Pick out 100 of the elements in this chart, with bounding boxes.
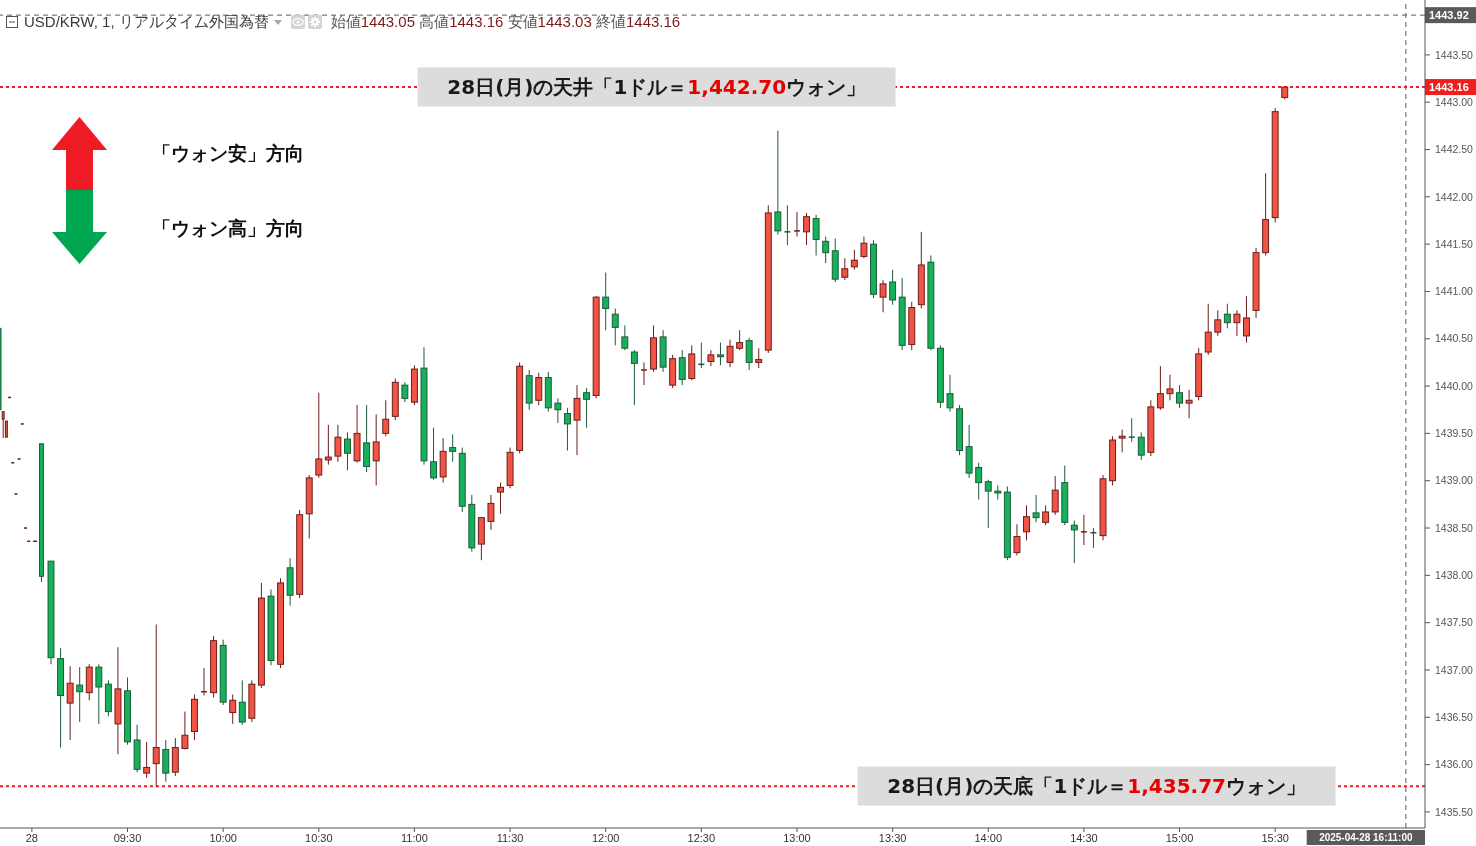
x-tick-label: 13:00 — [783, 831, 811, 844]
x-tick-label: 15:30 — [1261, 831, 1289, 844]
candlestick — [1233, 309, 1241, 337]
candlestick — [1042, 504, 1050, 526]
candlestick — [315, 392, 323, 479]
candlestick — [1243, 295, 1250, 344]
candlestick — [563, 407, 571, 451]
candlestick — [1080, 514, 1088, 546]
x-tick-label: 10:30 — [305, 831, 333, 844]
candlestick — [879, 279, 887, 313]
candlestick — [783, 204, 792, 246]
annotation: 28日(月)の天底「1ドル＝1,435.77ウォン」 — [887, 773, 1307, 798]
candlestick — [583, 387, 591, 429]
y-tick-label: 1441.00 — [1435, 285, 1474, 298]
candlestick — [678, 349, 686, 386]
y-tick-label: 1437.00 — [1435, 663, 1474, 676]
candlestick — [334, 424, 342, 463]
candlestick — [1137, 431, 1145, 461]
candlestick — [812, 214, 820, 256]
y-tick-label: 1443.50 — [1435, 48, 1474, 61]
candlestick — [717, 342, 724, 366]
candlestick — [573, 384, 581, 456]
x-tick-label: 11:30 — [496, 831, 524, 844]
candlestick — [774, 130, 782, 236]
y-tick-label: 1441.50 — [1435, 237, 1474, 250]
candlestick — [401, 381, 409, 403]
candlestick — [372, 413, 380, 486]
y-tick-label: 1437.50 — [1435, 616, 1474, 629]
candlestick — [793, 211, 801, 238]
annotation: 「ウォン安」方向 — [152, 141, 304, 165]
candlestick — [363, 404, 371, 473]
y-tick-label: 1442.00 — [1435, 190, 1474, 203]
candlestick — [430, 427, 438, 481]
candlestick — [1166, 374, 1174, 401]
candlestick — [1013, 523, 1021, 556]
candlestick — [344, 431, 351, 471]
candlestick — [803, 212, 811, 246]
candlestick — [229, 694, 237, 725]
candlestick — [984, 479, 992, 529]
candlestick — [95, 663, 103, 725]
candlestick — [755, 347, 763, 369]
ref-line-label: 2025-04-28 16:11:00 — [1319, 832, 1413, 843]
candlestick — [602, 272, 610, 331]
candlestick — [487, 494, 495, 531]
candlestick — [1214, 309, 1222, 337]
candlestick — [860, 236, 868, 259]
candlestick — [850, 249, 858, 271]
candlestick — [1070, 519, 1078, 564]
candlestick — [822, 236, 830, 264]
y-tick-label: 1442.50 — [1435, 143, 1474, 156]
candlestick — [946, 374, 954, 413]
candlestick — [535, 372, 543, 406]
x-tick-label: 11:00 — [401, 831, 428, 844]
candlestick — [975, 462, 983, 501]
candlestick — [726, 339, 734, 368]
x-tick-label: 10:00 — [209, 831, 237, 844]
candlestick — [1156, 365, 1164, 411]
x-tick-label: 14:30 — [1070, 831, 1098, 844]
candlestick — [1204, 303, 1212, 356]
candlestick — [1118, 429, 1126, 453]
x-tick-label: 13:30 — [878, 831, 907, 844]
candlestick — [640, 361, 648, 386]
candlestick — [1223, 303, 1231, 329]
ref-line-label: 1443.16 — [1429, 81, 1469, 94]
candlestick — [611, 307, 619, 346]
candlestick — [1023, 504, 1030, 541]
candlestick — [745, 337, 753, 371]
candlestick — [1032, 494, 1040, 523]
candlestick — [152, 624, 160, 787]
y-tick-label: 1436.50 — [1435, 711, 1474, 724]
y-tick-label: 1439.50 — [1435, 427, 1474, 440]
candlestick — [707, 349, 715, 367]
candlestick — [1185, 389, 1193, 419]
annotation: 28日(月)の天井「1ドル＝1,442.70ウォン」 — [447, 74, 867, 99]
x-tick-label: 14:00 — [974, 831, 1003, 844]
candlestick — [1176, 384, 1183, 409]
candlestick — [736, 329, 744, 351]
candlestick — [1089, 527, 1098, 549]
y-tick-label: 1440.00 — [1435, 379, 1474, 392]
candlestick — [554, 397, 562, 424]
y-tick-label: 1438.50 — [1435, 521, 1474, 534]
candlestick — [841, 257, 849, 281]
candlestick — [630, 349, 638, 406]
candlestick — [143, 741, 151, 779]
candlestick — [497, 482, 504, 515]
y-tick-label: 1438.00 — [1435, 569, 1474, 582]
x-tick-label: 12:00 — [591, 831, 620, 844]
candlestick — [889, 269, 897, 306]
ref-line-label: 1443.92 — [1429, 9, 1469, 22]
text: 始値1443.05 高値1443.16 安値1443.03 終値1443.16 — [330, 12, 681, 30]
candlestick — [181, 711, 189, 750]
candlestick — [449, 433, 457, 463]
text: USD/KRW, 1, リアルタイム外国為替 — [24, 12, 269, 32]
candlestick — [324, 424, 332, 466]
x-tick-label: 09:30 — [113, 831, 142, 844]
candlestick — [621, 325, 629, 351]
annotation: 「ウォン高」方向 — [152, 216, 304, 240]
y-tick-label: 1439.00 — [1435, 474, 1474, 487]
candlestick — [162, 739, 170, 783]
candlestick — [76, 666, 84, 723]
